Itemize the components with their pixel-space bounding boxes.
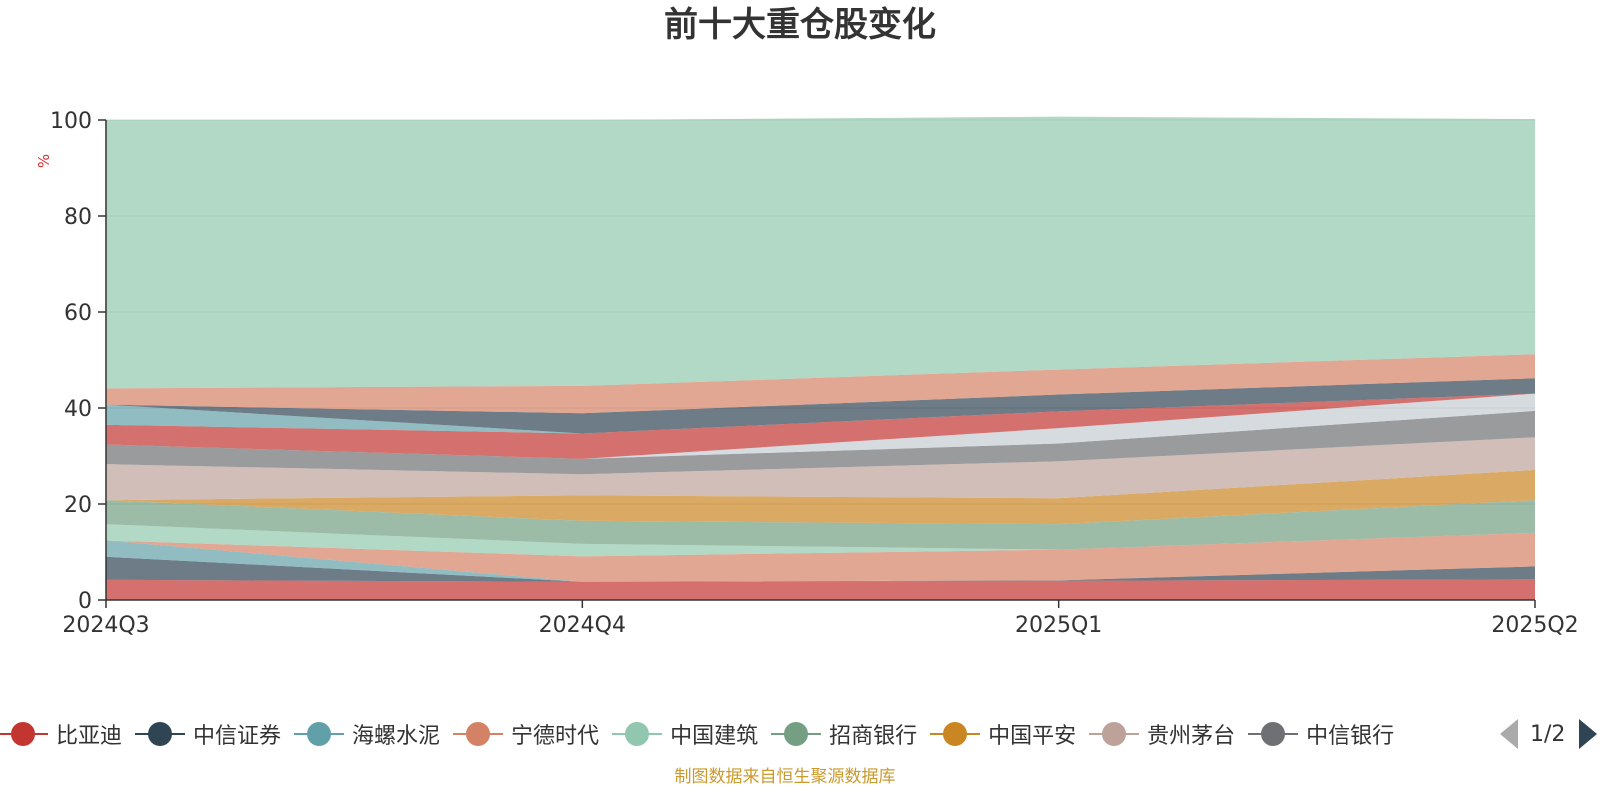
y-tick-label: 0 <box>78 589 92 614</box>
legend-item[interactable]: 比亚迪 <box>0 716 122 752</box>
legend-marker-icon <box>771 722 822 746</box>
legend-label: 宁德时代 <box>511 724 600 749</box>
y-tick-label: 80 <box>64 205 92 230</box>
legend-label: 中国平安 <box>988 724 1077 749</box>
y-tick-label: 60 <box>64 301 92 326</box>
legend-marker-icon <box>453 722 504 746</box>
data-source-note: 制图数据来自恒生聚源数据库 <box>674 767 896 787</box>
legend-item[interactable]: 中信证券 <box>135 716 281 752</box>
legend-label: 比亚迪 <box>56 724 123 749</box>
legend-marker-icon <box>294 722 345 746</box>
chart-title: 前十大重仓股变化 <box>664 5 936 45</box>
legend-marker-icon <box>1248 722 1299 746</box>
x-tick-label: 2025Q2 <box>1491 613 1578 638</box>
legend-item[interactable]: 宁德时代 <box>453 716 599 752</box>
area-series-14[interactable] <box>106 354 1535 414</box>
legend-next-page-icon[interactable] <box>1579 719 1598 749</box>
y-tick-label: 40 <box>64 397 92 422</box>
legend-marker-icon <box>1089 722 1140 746</box>
x-tick-label: 2024Q3 <box>62 613 149 638</box>
legend-item[interactable]: 中国建筑 <box>612 716 758 752</box>
x-tick-label: 2025Q1 <box>1015 613 1102 638</box>
area-series-10[interactable] <box>106 393 1535 459</box>
legend-label: 中国建筑 <box>670 724 759 749</box>
legend-label: 中信银行 <box>1306 724 1395 749</box>
legend-item[interactable]: 贵州茅台 <box>1089 716 1235 752</box>
area-series-1[interactable] <box>106 579 1535 600</box>
area-series-15[interactable] <box>106 116 1535 389</box>
y-axis-unit-label: % <box>35 154 53 168</box>
area-series-4[interactable] <box>106 532 1535 582</box>
legend-item[interactable]: 中信银行 <box>1248 716 1394 752</box>
legend-label: 招商银行 <box>829 724 918 749</box>
legend-label: 中信证券 <box>193 724 282 749</box>
area-series-7[interactable] <box>106 469 1535 525</box>
legend-marker-icon <box>0 722 48 746</box>
area-series-9[interactable] <box>106 410 1535 475</box>
legend-item[interactable]: 招商银行 <box>771 716 917 752</box>
area-series-8[interactable] <box>106 437 1535 501</box>
area-series-6[interactable] <box>106 500 1535 550</box>
area-series-2[interactable] <box>106 556 1535 582</box>
area-series-11[interactable] <box>106 393 1535 459</box>
area-series-5[interactable] <box>106 524 1535 557</box>
y-tick-label: 20 <box>64 493 92 518</box>
legend-item[interactable]: 海螺水泥 <box>294 716 440 752</box>
legend-marker-icon <box>930 722 981 746</box>
legend-marker-icon <box>612 722 663 746</box>
legend-label: 海螺水泥 <box>352 724 441 749</box>
x-tick-label: 2024Q4 <box>539 613 626 638</box>
legend: 比亚迪 中信证券 海螺水泥 宁德时代 中国建筑 招商银行 中国平安 贵州茅台 中信银行 <box>0 716 1485 752</box>
y-tick-label: 100 <box>50 109 92 134</box>
legend-marker-icon <box>135 722 186 746</box>
legend-page-indicator: 1/2 <box>1530 721 1566 747</box>
area-series-13[interactable] <box>106 378 1535 434</box>
legend-label: 贵州茅台 <box>1147 724 1236 749</box>
legend-pager: 1/2 <box>1500 718 1598 750</box>
legend-prev-page-icon[interactable] <box>1500 719 1518 749</box>
legend-item[interactable]: 中国平安 <box>930 716 1076 752</box>
